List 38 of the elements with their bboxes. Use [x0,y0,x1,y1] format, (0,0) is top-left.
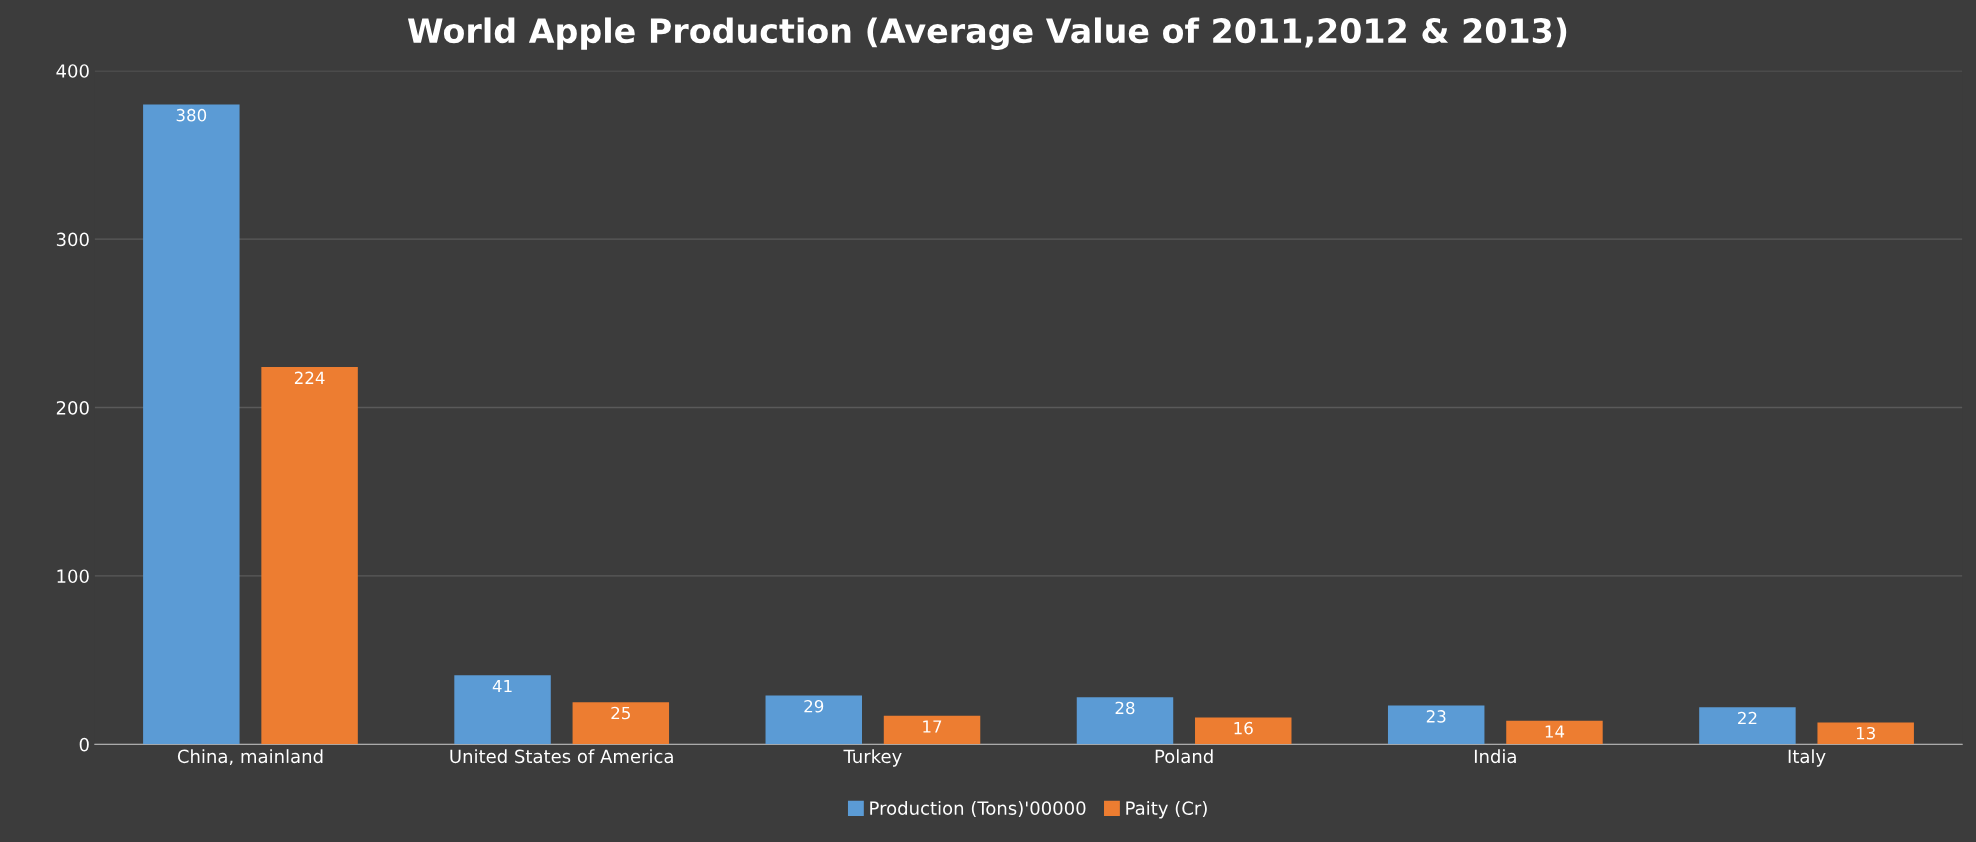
y-tick-label: 0 [79,737,89,752]
y-tick-label: 300 [56,232,89,247]
y-tick-label: 100 [57,569,89,584]
bar [1506,720,1603,745]
x-tick-label: United States of America [450,749,673,764]
data-label: 25 [611,706,630,720]
bar [883,715,981,745]
data-label: 380 [176,108,207,122]
x-tick-label: Poland [1155,749,1213,764]
y-tick-label: 400 [56,64,89,78]
x-tick-label: India [1474,749,1516,764]
data-label: 29 [804,699,824,713]
bar [1195,717,1292,745]
legend-label: Production (Tons)'00000 [870,800,1086,818]
chart-title: World Apple Production (Average Value of 2011,2012 & 2013) [407,17,1567,50]
data-label: 28 [1115,701,1135,715]
legend-label: Paity (Cr) [1126,800,1207,819]
x-tick-label: Italy [1788,749,1826,767]
x-tick-label: China, mainland [177,749,323,766]
data-label: 224 [294,371,325,384]
data-label: 23 [1426,710,1446,723]
data-label: 14 [1545,725,1565,738]
bar [572,702,670,745]
bar [1387,705,1485,745]
data-label: 13 [1856,726,1875,740]
data-label: 22 [1738,711,1757,725]
bar [1699,707,1796,745]
y-tick-label: 200 [56,400,89,415]
data-label: 16 [1234,721,1253,735]
bar [261,367,358,745]
bar [143,104,240,745]
x-tick-label: Turkey [843,749,902,767]
bar [454,675,551,745]
bar [1076,697,1174,745]
bar [765,695,863,745]
data-label: 41 [492,679,512,693]
data-label: 17 [923,720,942,733]
bar [1817,722,1914,745]
